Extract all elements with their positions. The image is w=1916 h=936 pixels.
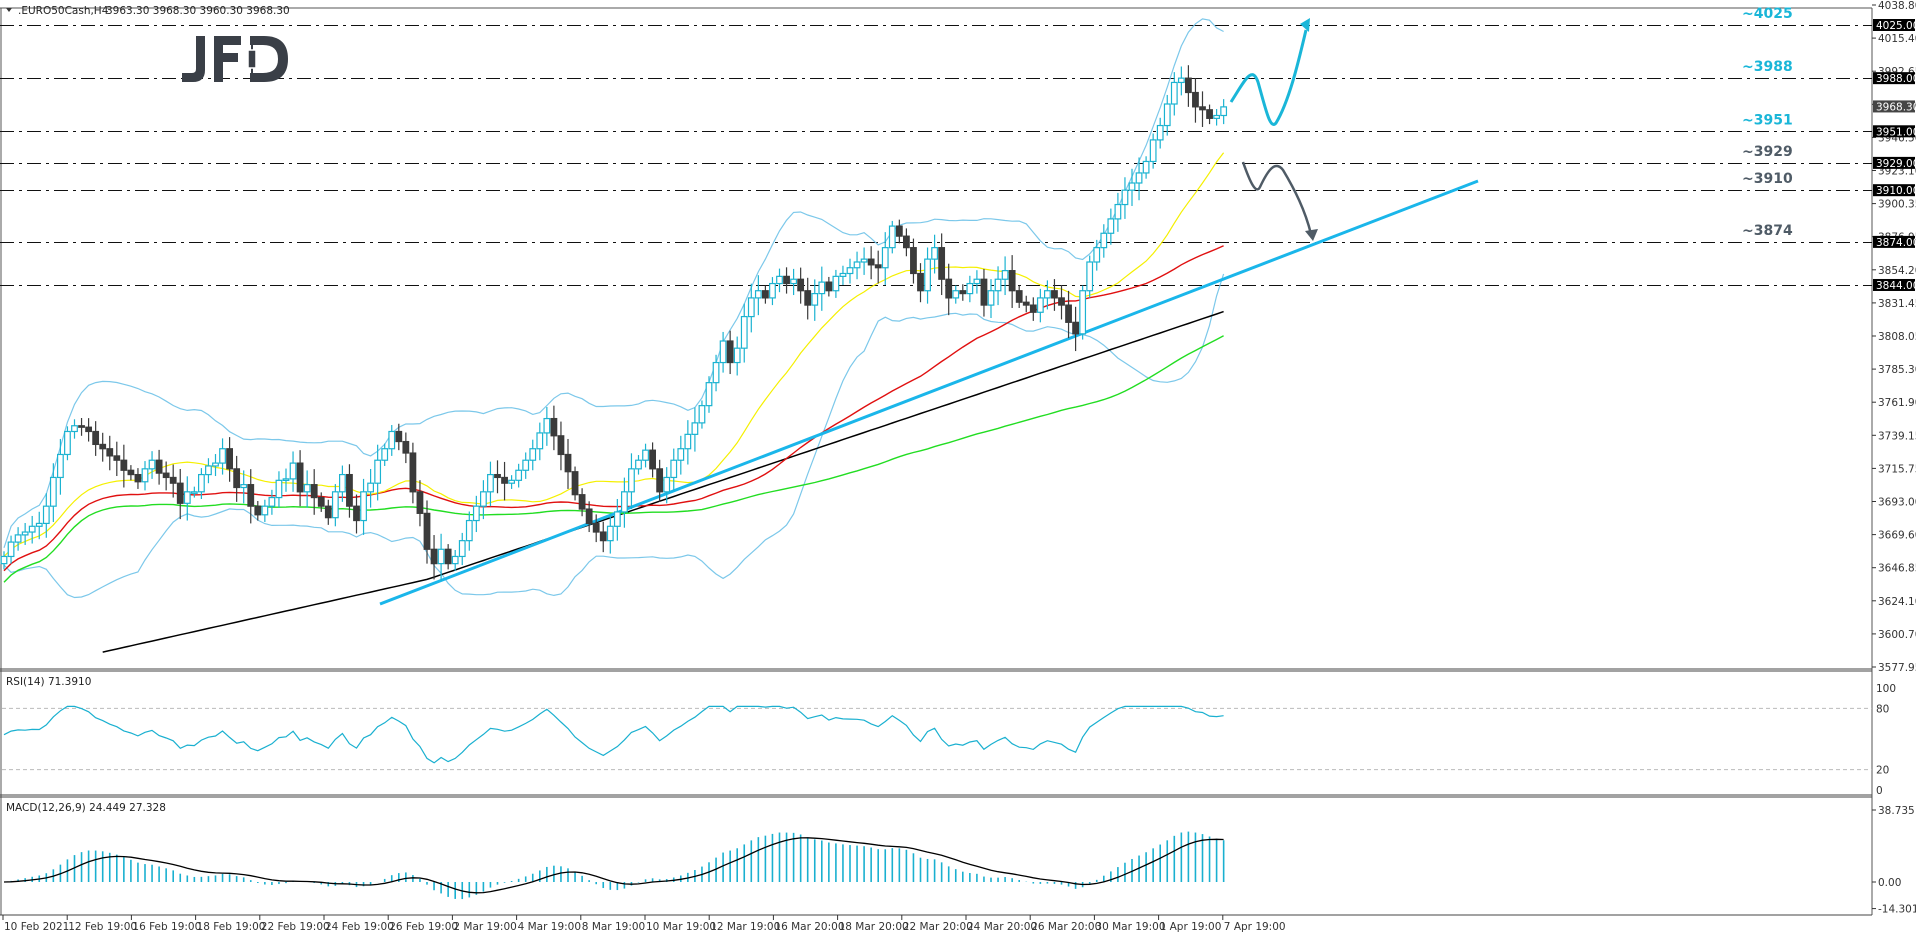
svg-text:2 Mar 19:00: 2 Mar 19:00 bbox=[453, 921, 516, 933]
svg-text:0.00: 0.00 bbox=[1878, 877, 1901, 889]
svg-text:3624.10: 3624.10 bbox=[1878, 596, 1916, 608]
svg-text:8 Mar 19:00: 8 Mar 19:00 bbox=[582, 921, 645, 933]
svg-text:-14.301: -14.301 bbox=[1878, 904, 1916, 916]
ascending-trendline[interactable] bbox=[379, 179, 1479, 606]
svg-text:1 Apr 19:00: 1 Apr 19:00 bbox=[1160, 921, 1222, 933]
macd-label: MACD(12,26,9) 24.449 27.328 bbox=[6, 802, 166, 814]
svg-text:3910.00: 3910.00 bbox=[1876, 185, 1916, 197]
svg-text:12 Mar 19:00: 12 Mar 19:00 bbox=[710, 921, 780, 933]
level-labels: ~4025 ~3988 ~3951 ~3929 ~3910 ~3874 bbox=[1742, 6, 1793, 239]
svg-text:~4025: ~4025 bbox=[1742, 6, 1793, 22]
svg-text:26 Mar 20:00: 26 Mar 20:00 bbox=[1031, 921, 1101, 933]
svg-text:3854.20: 3854.20 bbox=[1878, 265, 1916, 277]
bollinger-bands bbox=[3, 18, 1225, 599]
macd-pane[interactable]: MACD(12,26,9) 24.449 27.328 38.735 0.00 -14… bbox=[3, 802, 1916, 916]
svg-text:4 Mar 19:00: 4 Mar 19:00 bbox=[518, 921, 581, 933]
svg-text:0: 0 bbox=[1876, 785, 1883, 797]
scenario-arrows bbox=[1229, 18, 1318, 241]
svg-text:3968.30: 3968.30 bbox=[1876, 101, 1916, 113]
svg-text:3951.00: 3951.00 bbox=[1876, 126, 1916, 138]
svg-text:3739.15: 3739.15 bbox=[1878, 430, 1916, 442]
svg-text:20: 20 bbox=[1876, 765, 1889, 777]
svg-text:22 Mar 20:00: 22 Mar 20:00 bbox=[903, 921, 973, 933]
svg-text:3715.75: 3715.75 bbox=[1878, 463, 1916, 475]
svg-text:3900.35: 3900.35 bbox=[1878, 199, 1916, 211]
svg-text:10 Mar 19:00: 10 Mar 19:00 bbox=[646, 921, 716, 933]
svg-text:~3929: ~3929 bbox=[1742, 144, 1793, 160]
svg-text:10 Feb 2021: 10 Feb 2021 bbox=[4, 921, 69, 933]
svg-text:~3988: ~3988 bbox=[1742, 59, 1793, 75]
horizontal-levels bbox=[0, 25, 1872, 286]
chart-header: .EURO50Cash,H4 3963.30 3968.30 3960.30 3… bbox=[6, 5, 290, 17]
svg-text:4015.40: 4015.40 bbox=[1878, 33, 1916, 45]
svg-text:16 Mar 20:00: 16 Mar 20:00 bbox=[774, 921, 844, 933]
svg-text:3808.05: 3808.05 bbox=[1878, 331, 1916, 343]
svg-text:100: 100 bbox=[1876, 683, 1896, 695]
svg-text:3693.00: 3693.00 bbox=[1878, 497, 1916, 509]
jfd-logo bbox=[182, 36, 288, 82]
svg-text:3844.00: 3844.00 bbox=[1876, 280, 1916, 292]
svg-text:~3951: ~3951 bbox=[1742, 112, 1793, 128]
svg-text:24 Mar 20:00: 24 Mar 20:00 bbox=[967, 921, 1037, 933]
svg-text:24 Feb 19:00: 24 Feb 19:00 bbox=[325, 921, 394, 933]
svg-text:22 Feb 19:00: 22 Feb 19:00 bbox=[261, 921, 330, 933]
svg-text:3669.60: 3669.60 bbox=[1878, 530, 1916, 542]
svg-text:3988.00: 3988.00 bbox=[1876, 73, 1916, 85]
price-pane[interactable]: ~4025 ~3988 ~3951 ~3929 ~3910 ~3874 bbox=[0, 6, 1873, 916]
dropdown-triangle-icon[interactable] bbox=[6, 8, 12, 12]
svg-text:30 Mar 19:00: 30 Mar 19:00 bbox=[1095, 921, 1165, 933]
svg-text:~3874: ~3874 bbox=[1742, 223, 1793, 239]
svg-text:3600.70: 3600.70 bbox=[1878, 629, 1916, 641]
svg-text:7 Apr 19:00: 7 Apr 19:00 bbox=[1224, 921, 1286, 933]
symbol-label: .EURO50Cash,H4 bbox=[18, 5, 109, 17]
candlesticks bbox=[0, 65, 1228, 581]
svg-text:80: 80 bbox=[1876, 703, 1889, 715]
svg-text:16 Feb 19:00: 16 Feb 19:00 bbox=[132, 921, 201, 933]
svg-text:3831.45: 3831.45 bbox=[1878, 298, 1916, 310]
svg-text:4025.00: 4025.00 bbox=[1876, 20, 1916, 32]
svg-text:12 Feb 19:00: 12 Feb 19:00 bbox=[68, 921, 137, 933]
svg-text:18 Feb 19:00: 18 Feb 19:00 bbox=[197, 921, 266, 933]
svg-text:3577.95: 3577.95 bbox=[1878, 662, 1916, 674]
svg-text:18 Mar 20:00: 18 Mar 20:00 bbox=[839, 921, 909, 933]
svg-text:3785.30: 3785.30 bbox=[1878, 364, 1916, 376]
svg-text:4038.80: 4038.80 bbox=[1878, 0, 1916, 12]
rsi-label: RSI(14) 71.3910 bbox=[6, 676, 91, 688]
ohlc-values: 3963.30 3968.30 3960.30 3968.30 bbox=[106, 5, 290, 17]
price-axis: 4038.804015.403992.653968.303946.503923.… bbox=[1872, 0, 1916, 674]
svg-text:3761.90: 3761.90 bbox=[1878, 397, 1916, 409]
rsi-pane[interactable]: RSI(14) 71.3910 100 80 20 0 bbox=[2, 676, 1896, 797]
svg-text:38.735: 38.735 bbox=[1878, 805, 1915, 817]
svg-text:~3910: ~3910 bbox=[1742, 171, 1793, 187]
svg-text:3646.85: 3646.85 bbox=[1878, 563, 1916, 575]
svg-text:3874.00: 3874.00 bbox=[1876, 237, 1916, 249]
svg-text:26 Feb 19:00: 26 Feb 19:00 bbox=[389, 921, 458, 933]
svg-text:3929.00: 3929.00 bbox=[1876, 158, 1916, 170]
